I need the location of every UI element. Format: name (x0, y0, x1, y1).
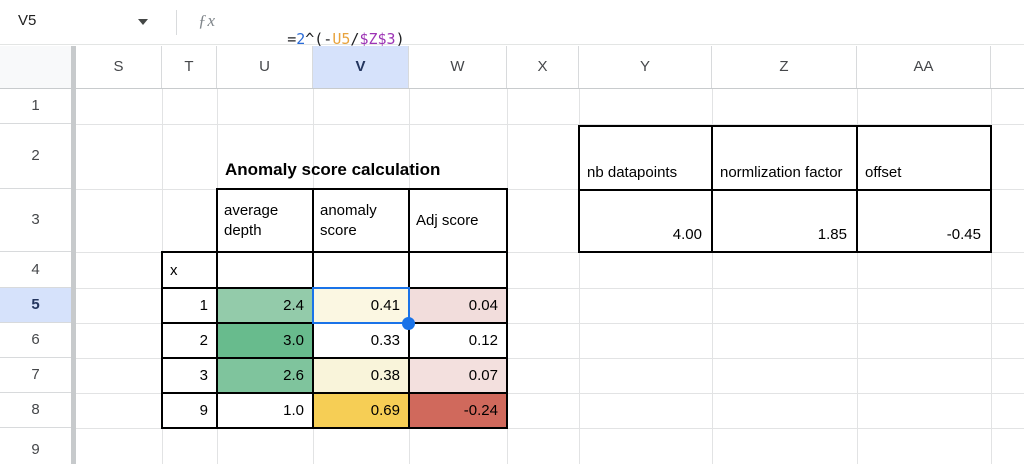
column-header-S[interactable]: S (76, 46, 162, 88)
column-header-V[interactable]: V (313, 46, 409, 88)
fill-handle[interactable] (402, 317, 415, 330)
table-row: 2 3.0 0.33 0.12 (161, 322, 508, 359)
grid-line (76, 323, 1024, 324)
column-header-U[interactable]: U (217, 46, 313, 88)
table-title[interactable]: Anomaly score calculation (225, 160, 441, 179)
column-header-Z[interactable]: Z (712, 46, 857, 88)
grid-line (76, 393, 1024, 394)
grid-line (507, 89, 508, 464)
table-row: 9 1.0 0.69 -0.24 (161, 392, 508, 429)
table-row: 1 2.4 0.41 0.04 (161, 287, 508, 324)
grid-line (579, 89, 580, 464)
chevron-down-icon[interactable] (138, 19, 148, 25)
formula-token: ^(- (305, 30, 333, 48)
cell-T4[interactable]: x (161, 251, 218, 289)
cell-AA2[interactable]: offset (856, 125, 992, 191)
cell-W4[interactable] (408, 251, 508, 289)
cell-V5-selected[interactable]: 0.41 (312, 287, 410, 324)
cell-Z2[interactable]: normlization factor (711, 125, 858, 191)
column-header-AA[interactable]: AA (857, 46, 991, 88)
formula-token: $Z$3 (359, 30, 396, 48)
formula-token: / (350, 30, 360, 48)
anomaly-table-header: average depth anomaly score Adj score (216, 188, 508, 253)
row-header-3[interactable]: 3 (0, 189, 71, 252)
divider (176, 10, 177, 35)
cell-W6[interactable]: 0.12 (408, 322, 508, 359)
cell-U8[interactable]: 1.0 (216, 392, 314, 429)
cell-W8[interactable]: -0.24 (408, 392, 508, 429)
column-header-X[interactable]: X (507, 46, 579, 88)
grid-line (712, 89, 713, 464)
cell-U3[interactable]: average depth (216, 188, 314, 253)
formula-token: 2 (296, 30, 306, 48)
row-header-2[interactable]: 2 (0, 124, 71, 189)
cell-reference: V5 (18, 12, 37, 29)
formula-token: = (287, 30, 297, 48)
row-header-7[interactable]: 7 (0, 358, 71, 393)
row-header-1[interactable]: 1 (0, 89, 71, 124)
cell-U7[interactable]: 2.6 (216, 357, 314, 394)
cell-W3[interactable]: Adj score (408, 188, 508, 253)
cell-V7[interactable]: 0.38 (312, 357, 410, 394)
cell-V4[interactable] (312, 251, 410, 289)
grid-line (76, 358, 1024, 359)
column-header-Y[interactable]: Y (579, 46, 712, 88)
cell-Z3[interactable]: 1.85 (711, 189, 858, 253)
grid-line (76, 428, 1024, 429)
grid-line (76, 288, 1024, 289)
formula-bar: V5 ƒx =2^(-U5/$Z$3) (0, 0, 1024, 48)
cell-V3[interactable]: anomaly score (312, 188, 410, 253)
row-header-6[interactable]: 6 (0, 323, 71, 358)
column-header-T[interactable]: T (162, 46, 217, 88)
params-table: nb datapoints normlization factor offset… (578, 125, 992, 253)
table-row: 3 2.6 0.38 0.07 (161, 357, 508, 394)
cell-U5[interactable]: 2.4 (216, 287, 314, 324)
cell-T8[interactable]: 9 (161, 392, 218, 429)
formula-token: U5 (332, 30, 351, 48)
grid-line (857, 89, 858, 464)
cell-AA3[interactable]: -0.45 (856, 189, 992, 253)
cell-Y2[interactable]: nb datapoints (578, 125, 713, 191)
formula-input[interactable]: =2^(-U5/$Z$3) (233, 12, 405, 66)
row-header-4[interactable]: 4 (0, 252, 71, 288)
anomaly-table-body: x 1 2.4 0.41 0.04 2 3.0 0.33 0.12 3 2.6 … (161, 251, 508, 429)
cell-U4[interactable] (216, 251, 314, 289)
grid-line (76, 124, 1024, 125)
cell-U6[interactable]: 3.0 (216, 322, 314, 359)
cell-W7[interactable]: 0.07 (408, 357, 508, 394)
grid-line (991, 89, 992, 464)
select-all-corner[interactable] (0, 46, 71, 88)
cell-T7[interactable]: 3 (161, 357, 218, 394)
name-box[interactable]: V5 (0, 0, 160, 44)
cell-V8[interactable]: 0.69 (312, 392, 410, 429)
fx-icon: ƒx (198, 11, 217, 30)
grid-line (76, 252, 1024, 253)
cell-T6[interactable]: 2 (161, 322, 218, 359)
row-header-5[interactable]: 5 (0, 288, 71, 323)
cell-T5[interactable]: 1 (161, 287, 218, 324)
column-header-row: S T U V W X Y Z AA (0, 46, 1024, 89)
cell-W5[interactable]: 0.04 (408, 287, 508, 324)
frozen-pane-divider[interactable] (71, 46, 76, 464)
column-header-partial[interactable] (991, 46, 1024, 88)
cell-V6[interactable]: 0.33 (312, 322, 410, 359)
column-header-W[interactable]: W (409, 46, 507, 88)
cell-Y3[interactable]: 4.00 (578, 189, 713, 253)
row-header-column: 1 2 3 4 5 6 7 8 9 (0, 89, 71, 464)
row-header-8[interactable]: 8 (0, 393, 71, 428)
grid-line (76, 189, 1024, 190)
formula-token: ) (395, 30, 405, 48)
row-header-9[interactable]: 9 (0, 428, 71, 464)
